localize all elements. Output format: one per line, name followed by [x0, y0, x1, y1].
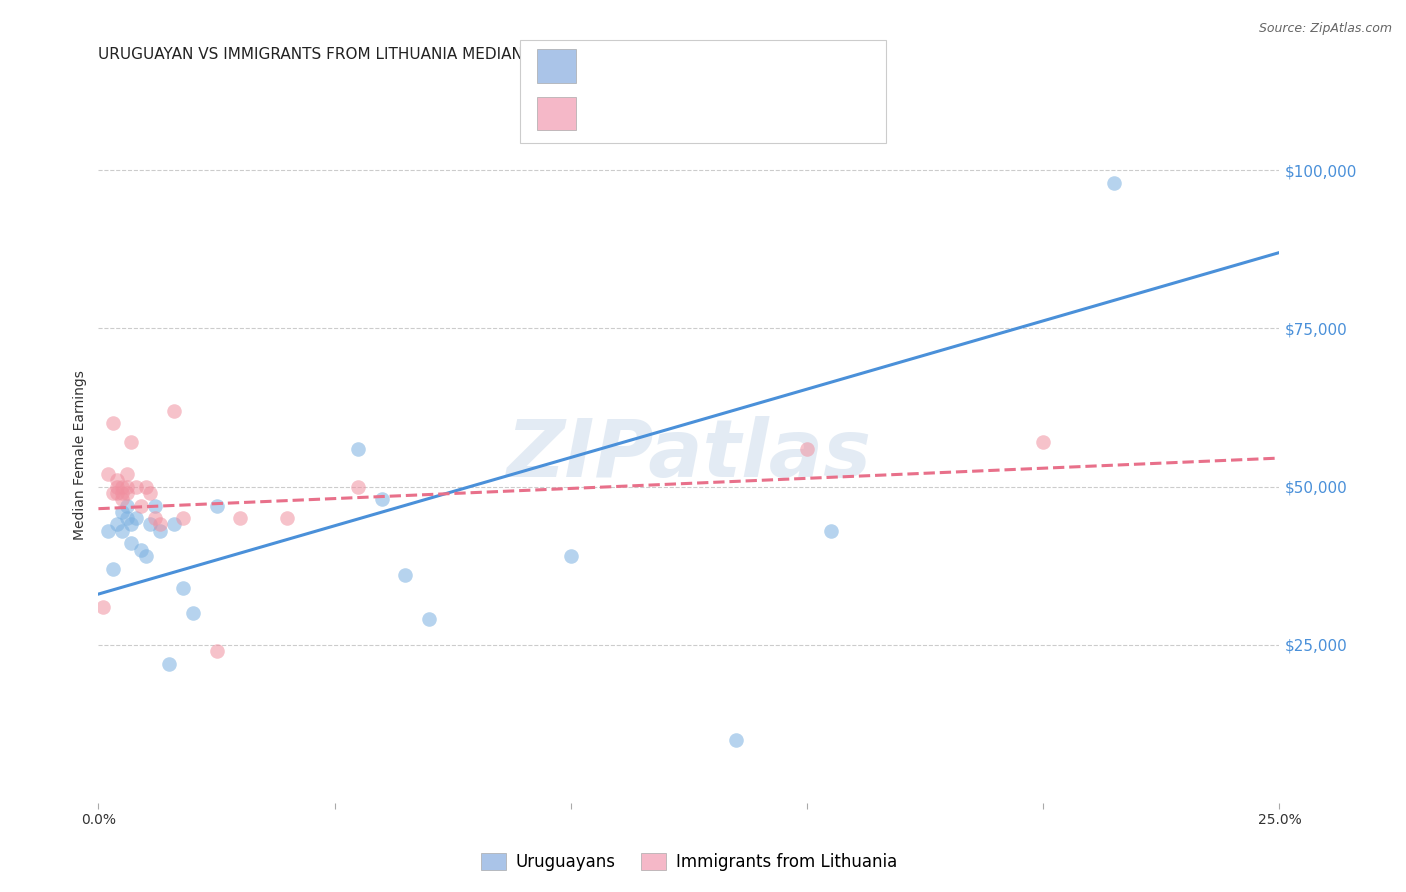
Point: [1102, 176, 1125, 190]
Text: N =: N =: [692, 104, 744, 122]
Point: [105, 479, 128, 493]
Point: [101, 417, 124, 431]
Point: [115, 467, 138, 481]
Y-axis label: Median Female Earnings: Median Female Earnings: [73, 370, 87, 540]
Point: [143, 499, 166, 513]
Point: [125, 511, 148, 525]
Point: [725, 732, 748, 747]
Point: [111, 479, 134, 493]
Point: [820, 524, 842, 538]
Text: 28: 28: [740, 104, 765, 122]
Point: [149, 524, 172, 538]
Point: [347, 479, 370, 493]
Point: [105, 517, 128, 532]
Text: R =: R =: [591, 57, 630, 75]
Point: [229, 511, 252, 525]
Point: [105, 486, 128, 500]
Point: [149, 517, 172, 532]
Point: [111, 505, 134, 519]
Point: [129, 499, 152, 513]
Point: [115, 479, 138, 493]
Point: [347, 442, 370, 456]
Point: [135, 549, 157, 563]
Point: [371, 492, 394, 507]
Point: [121, 517, 143, 532]
Point: [139, 517, 162, 532]
Point: [105, 473, 128, 487]
Point: [111, 524, 134, 538]
Point: [125, 479, 148, 493]
Point: [111, 486, 134, 500]
Point: [418, 612, 440, 626]
Point: [101, 486, 124, 500]
Point: [115, 511, 138, 525]
Point: [143, 511, 166, 525]
Point: [129, 542, 152, 557]
Text: 28: 28: [740, 57, 765, 75]
Point: [97, 467, 120, 481]
Point: [135, 479, 157, 493]
Point: [276, 511, 298, 525]
Text: Source: ZipAtlas.com: Source: ZipAtlas.com: [1258, 22, 1392, 36]
Point: [205, 644, 228, 658]
Point: [115, 499, 138, 513]
Point: [172, 581, 194, 595]
Point: [101, 562, 124, 576]
Text: R =: R =: [591, 104, 630, 122]
Legend: Uruguayans, Immigrants from Lithuania: Uruguayans, Immigrants from Lithuania: [474, 847, 904, 878]
Point: [111, 492, 134, 507]
Point: [157, 657, 180, 671]
Point: [394, 568, 416, 582]
Point: [91, 599, 114, 614]
Text: URUGUAYAN VS IMMIGRANTS FROM LITHUANIA MEDIAN FEMALE EARNINGS CORRELATION CHART: URUGUAYAN VS IMMIGRANTS FROM LITHUANIA M…: [98, 47, 842, 62]
Text: ZIPatlas: ZIPatlas: [506, 416, 872, 494]
Point: [97, 524, 120, 538]
Point: [205, 499, 228, 513]
Point: [172, 511, 194, 525]
Point: [560, 549, 582, 563]
Text: 0.219: 0.219: [633, 104, 689, 122]
Point: [163, 403, 186, 417]
Text: N =: N =: [692, 57, 744, 75]
Point: [796, 442, 818, 456]
Text: 0.616: 0.616: [633, 57, 689, 75]
Point: [121, 536, 143, 550]
Point: [139, 486, 162, 500]
Point: [163, 517, 186, 532]
Point: [115, 486, 138, 500]
Point: [181, 606, 204, 620]
Point: [1032, 435, 1054, 450]
Point: [121, 435, 143, 450]
